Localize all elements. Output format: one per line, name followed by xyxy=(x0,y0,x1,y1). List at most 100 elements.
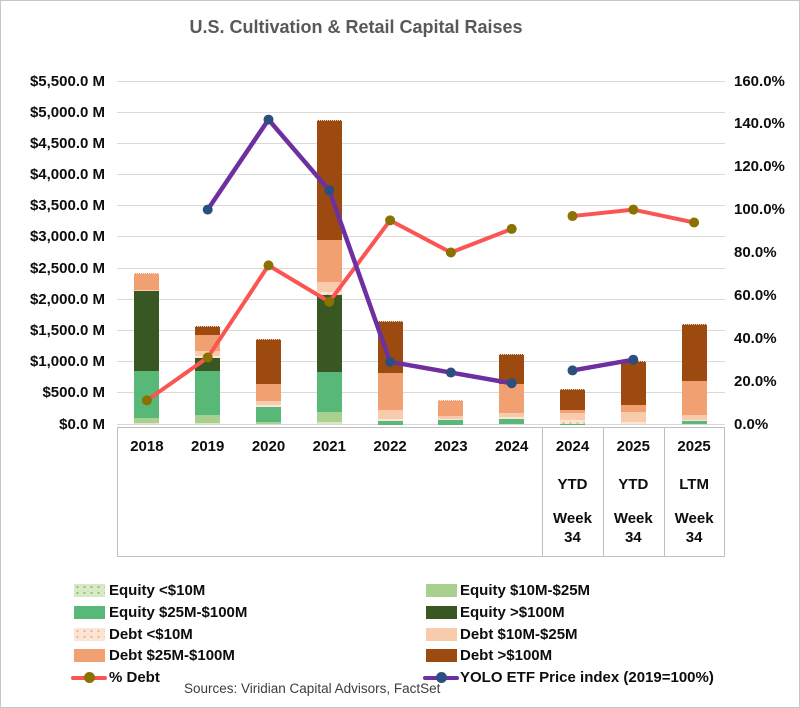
gridline xyxy=(116,142,725,144)
marker-yolo-etf xyxy=(324,185,335,196)
gridline xyxy=(116,205,725,207)
legend-label: Debt >$100M xyxy=(460,647,553,665)
legend-line-yolo xyxy=(423,671,459,684)
marker-yolo-etf xyxy=(263,114,274,125)
marker-pct-debt xyxy=(628,204,639,215)
marker-yolo-etf xyxy=(506,378,517,389)
legend-label: Equity <$10M xyxy=(109,582,206,599)
gridline xyxy=(116,174,725,176)
legend-label: Debt $10M-$25M xyxy=(460,625,578,643)
bar-segment xyxy=(316,421,342,424)
chart-title: U.S. Cultivation & Retail Capital Raises xyxy=(189,17,523,37)
marker-pct-debt xyxy=(385,215,396,226)
y-axis-tick-label-right: 160.0% xyxy=(734,72,785,90)
marker-pct-debt xyxy=(567,211,578,222)
legend-swatch-debt_10_25 xyxy=(426,627,457,641)
x-axis-label-week: Week 34 xyxy=(553,510,592,546)
line-yolo-etf xyxy=(570,357,636,373)
legend-swatch-debt_25_100 xyxy=(74,649,105,663)
x-axis-label-year: 2025 xyxy=(616,438,650,455)
gridline xyxy=(116,111,725,113)
bar-segment xyxy=(316,239,342,282)
y-axis-tick-label-left: $4,500.0 M xyxy=(29,134,105,152)
y-axis-tick-label-left: $0.0 M xyxy=(59,415,105,433)
gridline xyxy=(116,361,725,363)
x-axis-divider xyxy=(663,427,665,557)
y-axis-tick-label-left: $3,500.0 M xyxy=(29,197,105,215)
legend-marker-sample xyxy=(436,672,447,684)
y-axis-tick-label-right: 40.0% xyxy=(734,329,777,347)
y-axis-tick-label-right: 140.0% xyxy=(734,115,785,133)
legend-line-pct_debt xyxy=(71,671,107,684)
legend-label: Equity $25M-$100M xyxy=(109,603,248,621)
x-axis-label-period: YTD xyxy=(557,476,588,493)
gridline xyxy=(116,329,725,331)
gridline xyxy=(116,298,725,300)
x-axis-label-box xyxy=(116,427,725,557)
y-axis-tick-label-left: $5,500.0 M xyxy=(29,72,105,90)
legend-label: Debt <$10M xyxy=(109,625,193,643)
legend-label: YOLO ETF Price index (2019=100%) xyxy=(460,669,714,687)
x-axis-label-year: 2024 xyxy=(495,438,529,455)
gridline xyxy=(116,392,725,394)
y-axis-tick-label-left: $4,000.0 M xyxy=(29,166,105,184)
y-axis-tick-label-right: 120.0% xyxy=(734,158,785,176)
bar-segment xyxy=(134,289,160,371)
y-axis-tick-label-left: $2,500.0 M xyxy=(29,259,105,277)
y-axis-tick-label-right: 60.0% xyxy=(734,286,777,304)
line-yolo-etf xyxy=(205,117,514,386)
legend-label: Equity >$100M xyxy=(460,603,565,621)
legend-swatch-eq_gt100 xyxy=(426,605,457,619)
x-axis-label-period: YTD xyxy=(618,476,649,493)
y-axis-tick-label-right: 0.0% xyxy=(734,415,769,433)
marker-pct-debt xyxy=(506,223,517,234)
marker-pct-debt xyxy=(263,260,274,271)
bar-segment xyxy=(438,399,464,417)
legend-marker-sample xyxy=(84,672,95,684)
y-axis-tick-label-left: $2,000.0 M xyxy=(29,290,105,308)
x-axis-divider xyxy=(542,427,544,557)
marker-yolo-etf xyxy=(385,356,396,367)
legend-swatch-eq_lt10 xyxy=(74,584,105,597)
legend-label: % Debt xyxy=(109,669,160,687)
x-axis-label-year: 2019 xyxy=(191,438,225,455)
bar-segment xyxy=(256,339,281,385)
marker-pct-debt xyxy=(141,395,152,406)
y-axis-tick-label-left: $500.0 M xyxy=(42,384,105,402)
legend-swatch-debt_gt100 xyxy=(426,649,457,663)
legend-swatch-eq_25_100 xyxy=(74,605,105,619)
marker-pct-debt xyxy=(445,247,456,258)
x-axis-label-period: LTM xyxy=(679,476,709,493)
bar-segment xyxy=(560,389,585,411)
x-axis-divider xyxy=(602,427,604,557)
gridline xyxy=(116,267,725,269)
marker-pct-debt xyxy=(324,296,335,307)
x-axis-label-year: 2024 xyxy=(555,438,590,455)
bar-segment xyxy=(316,294,342,372)
y-axis-tick-label-left: $5,000.0 M xyxy=(29,103,105,121)
y-axis-tick-label-right: 80.0% xyxy=(734,244,777,261)
x-axis-label-year: 2022 xyxy=(373,438,407,455)
gridline xyxy=(116,423,725,425)
legend-swatch-eq_10_25 xyxy=(426,584,457,597)
marker-yolo-etf xyxy=(567,365,578,376)
marker-pct-debt xyxy=(689,217,700,228)
x-axis-label-year: 2018 xyxy=(130,438,164,455)
y-axis-tick-label-left: $1,500.0 M xyxy=(29,321,105,339)
y-axis-tick-label-right: 20.0% xyxy=(734,372,777,390)
x-axis-label-year: 2025 xyxy=(677,438,711,455)
marker-yolo-etf xyxy=(628,354,639,365)
bar-segment xyxy=(195,326,221,336)
x-axis-label-year: 2020 xyxy=(251,438,286,455)
x-axis-label-year: 2021 xyxy=(312,438,346,455)
x-axis-label-week: Week 34 xyxy=(613,510,653,546)
x-axis-label-year: 2023 xyxy=(434,438,468,455)
legend-swatch-debt_lt10 xyxy=(74,627,105,641)
bar-segment xyxy=(620,361,646,406)
x-axis-label-week: Week 34 xyxy=(674,510,714,546)
gridline xyxy=(116,80,725,82)
y-axis-tick-label-left: $1,000.0 M xyxy=(29,353,105,371)
